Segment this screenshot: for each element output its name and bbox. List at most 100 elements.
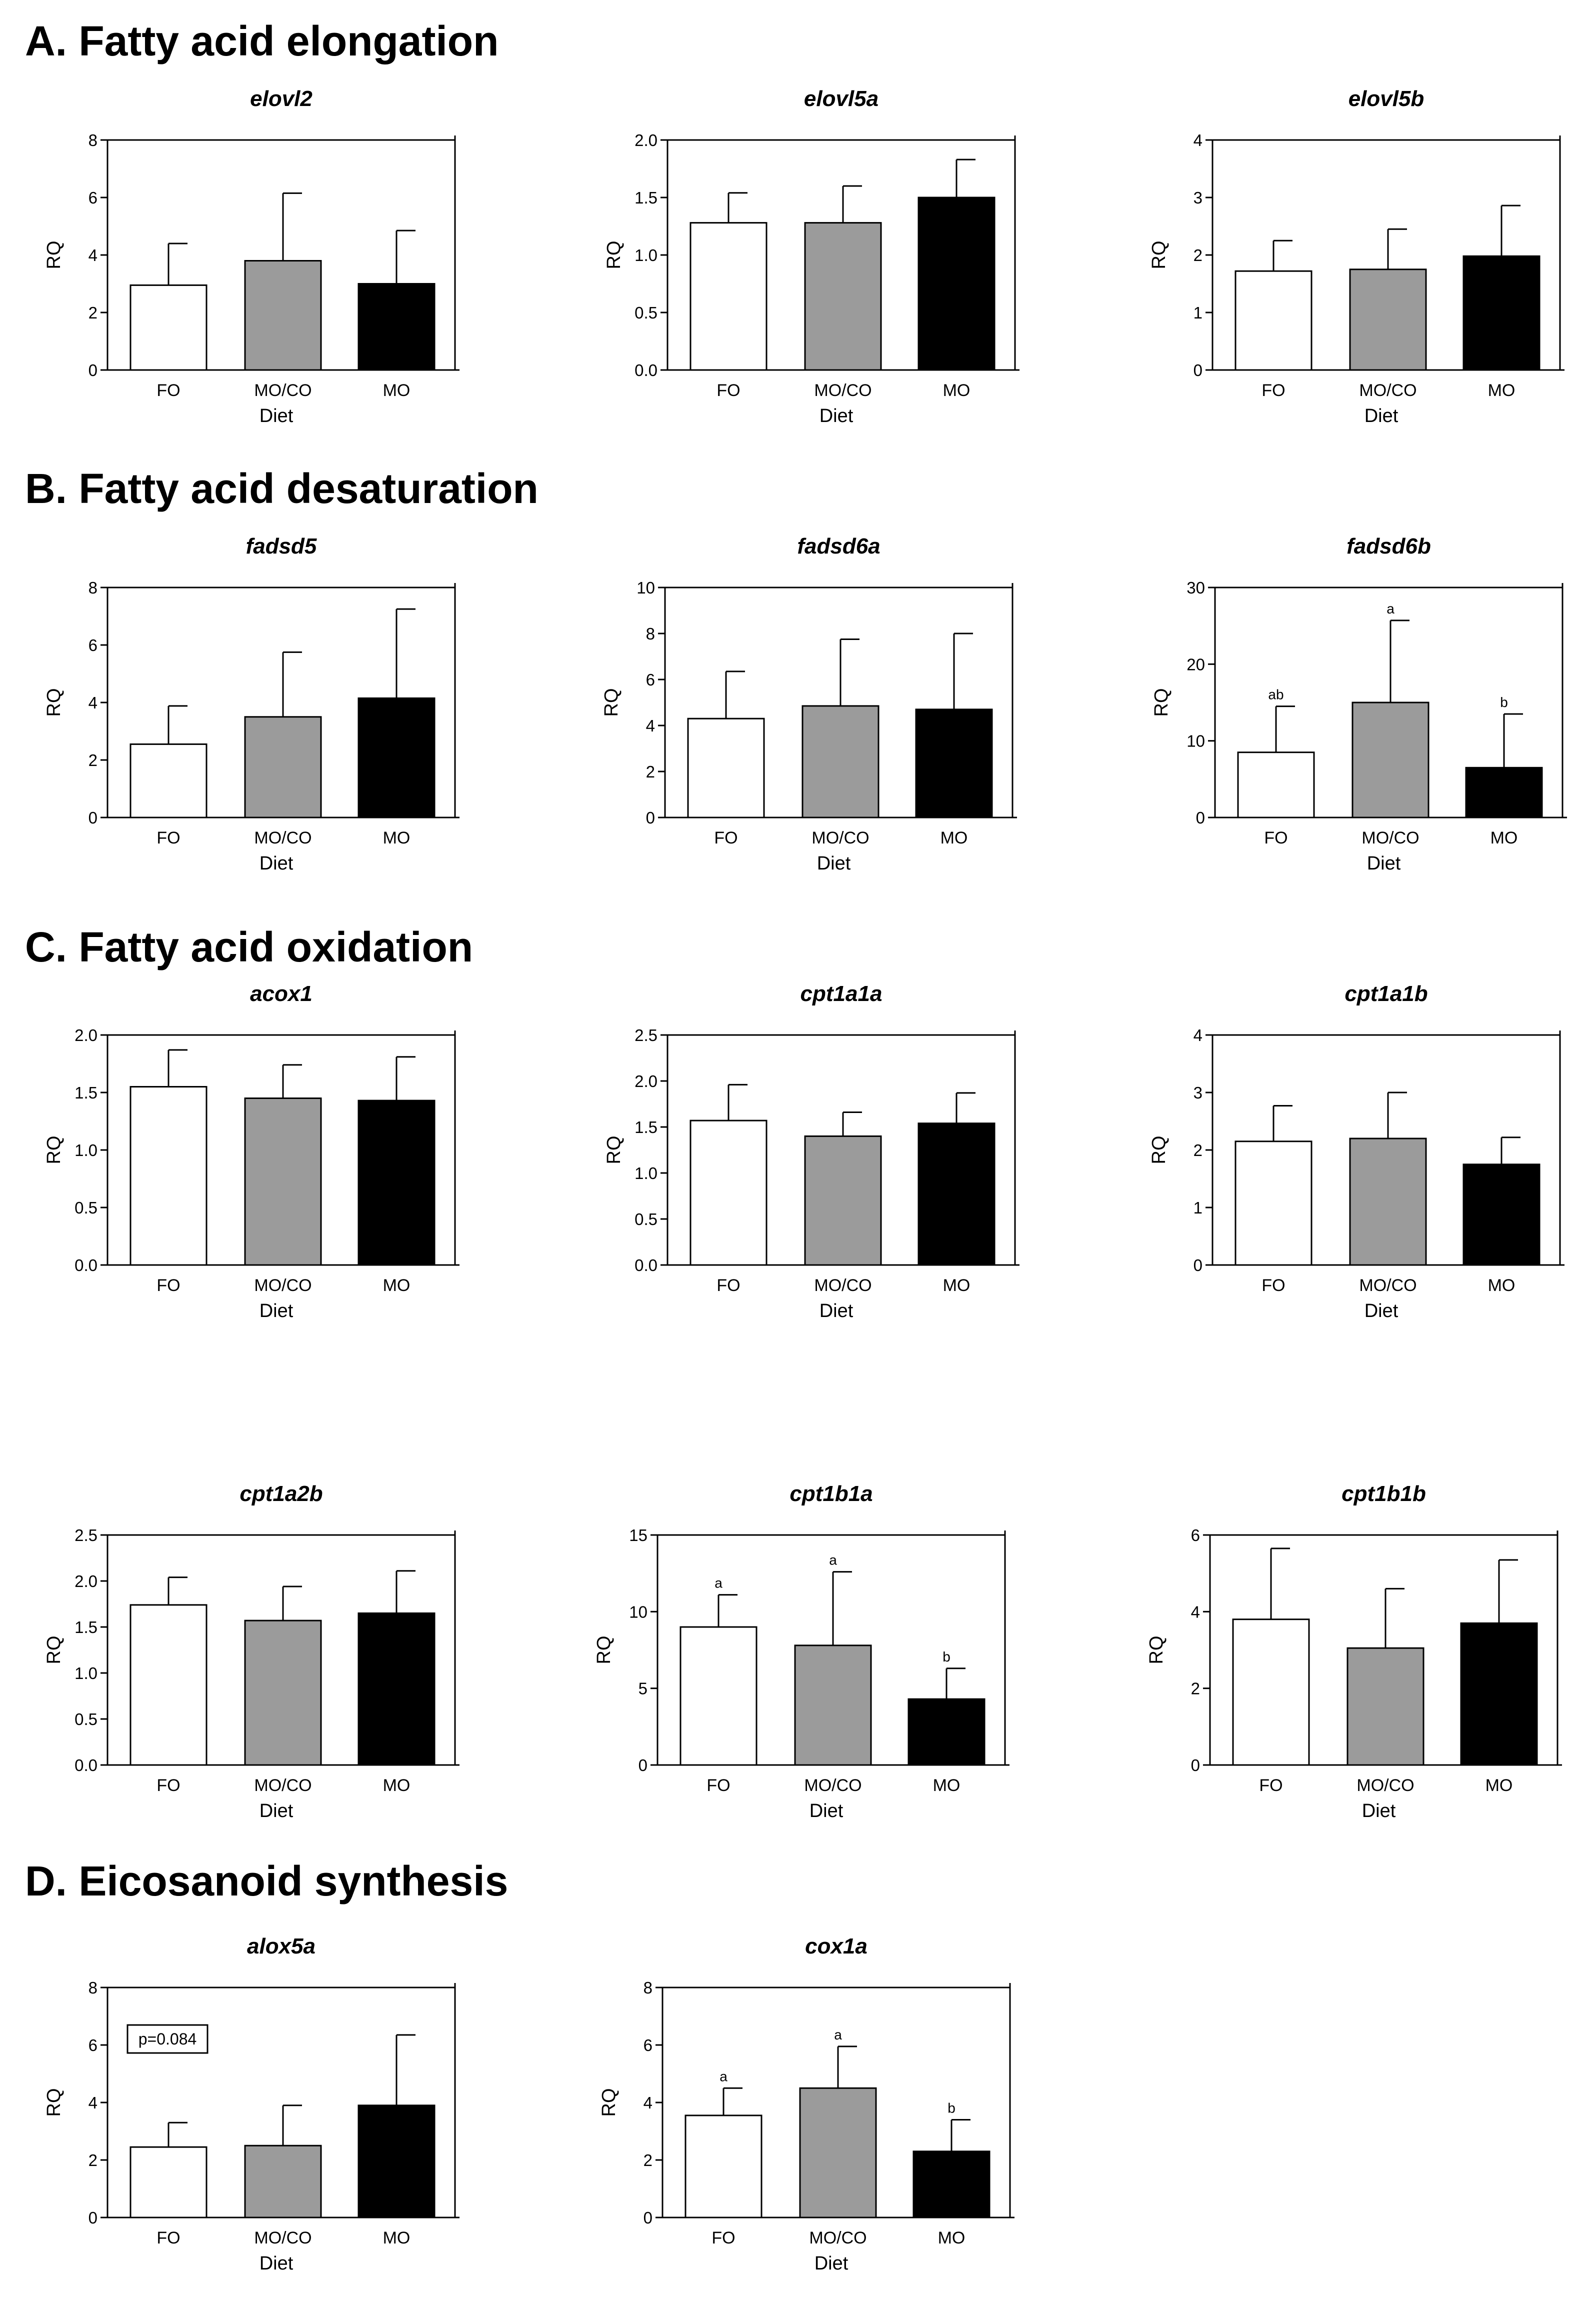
bar-FO xyxy=(130,284,208,371)
y-tick-label: 0 xyxy=(88,2208,98,2227)
y-tick-label: 1.0 xyxy=(74,1664,98,1682)
x-tick-label: MO/CO xyxy=(254,381,312,400)
x-axis-label: Diet xyxy=(820,406,854,426)
y-tick-label: 2.0 xyxy=(634,1072,658,1090)
y-tick-label: 8 xyxy=(88,1978,98,1997)
y-tick-label: 0.0 xyxy=(74,1256,98,1274)
y-tick-label: 1.5 xyxy=(74,1084,98,1102)
y-tick-label: 0 xyxy=(1194,361,1202,380)
x-tick-label: FO xyxy=(156,1776,180,1795)
bar-FO xyxy=(130,2146,208,2218)
y-tick-label: 0.5 xyxy=(634,304,658,322)
y-tick-label: 2.0 xyxy=(74,1572,98,1590)
chart-title: cox1a xyxy=(805,1934,868,1958)
significance-letter: a xyxy=(720,2068,728,2084)
bar-MO/CO xyxy=(244,1098,322,1266)
p-value-annotation: p=0.084 xyxy=(138,2030,197,2048)
x-tick-label: MO/CO xyxy=(809,2228,866,2248)
significance-letter: a xyxy=(1386,601,1394,616)
x-tick-label: MO/CO xyxy=(812,828,869,848)
y-tick-label: 4 xyxy=(1194,131,1202,150)
bar-MO/CO xyxy=(799,2087,877,2218)
x-tick-label: MO xyxy=(943,381,970,400)
bar-MO xyxy=(918,196,996,371)
bar-MO/CO xyxy=(1352,702,1430,818)
y-axis-label: RQ xyxy=(44,241,64,270)
y-tick-label: 6 xyxy=(88,2036,98,2054)
y-tick-label: 1.0 xyxy=(634,246,658,264)
x-axis-label: Diet xyxy=(814,2253,848,2274)
x-tick-label: MO/CO xyxy=(1362,828,1419,848)
x-tick-label: MO xyxy=(943,1276,970,1295)
y-tick-label: 1.5 xyxy=(634,188,658,207)
y-axis-label: RQ xyxy=(1148,241,1170,270)
x-axis-label: Diet xyxy=(260,406,294,426)
y-tick-label: 0 xyxy=(1194,1256,1202,1274)
x-tick-label: MO/CO xyxy=(254,2228,312,2248)
bar-FO xyxy=(687,718,765,818)
y-tick-label: 2 xyxy=(644,2151,652,2170)
x-tick-label: MO/CO xyxy=(814,381,872,400)
y-tick-label: 4 xyxy=(88,2094,98,2112)
y-tick-label: 6 xyxy=(1191,1526,1200,1544)
x-tick-label: MO xyxy=(938,2228,966,2248)
x-tick-label: FO xyxy=(716,1276,740,1295)
x-tick-label: FO xyxy=(156,828,180,848)
y-tick-label: 4 xyxy=(1194,1026,1202,1044)
x-tick-label: FO xyxy=(712,2228,735,2248)
y-tick-label: 2 xyxy=(1194,246,1202,264)
y-tick-label: 0.0 xyxy=(634,361,658,380)
bar-MO/CO xyxy=(804,222,882,371)
bar-MO xyxy=(358,1100,436,1266)
x-tick-label: MO xyxy=(383,2228,410,2248)
bar-MO/CO xyxy=(802,705,880,818)
chart-title: cpt1a2b xyxy=(240,1482,322,1506)
y-tick-label: 1.0 xyxy=(74,1141,98,1160)
section-title-fatty-acid-elongation: A. Fatty acid elongation xyxy=(25,18,499,64)
x-tick-label: MO xyxy=(1486,1776,1513,1795)
y-tick-label: 2.5 xyxy=(74,1526,98,1544)
y-tick-label: 1 xyxy=(1194,1198,1202,1217)
chart-cpt1b1a: cpt1b1a 0 5 10 15 RQ a FO a MO/CO b MO Diet xyxy=(594,1482,1010,1822)
x-tick-label: MO/CO xyxy=(1359,1276,1416,1295)
chart-cpt1b1b: cpt1b1b 0 2 4 6 RQ FO MO/CO MO Diet xyxy=(1146,1482,1562,1822)
bar-MO xyxy=(918,1122,996,1266)
y-tick-label: 2.0 xyxy=(634,131,658,150)
x-axis-label: Diet xyxy=(810,1800,844,1822)
x-tick-label: FO xyxy=(1264,828,1288,848)
bar-MO/CO xyxy=(244,2144,322,2218)
x-tick-label: FO xyxy=(716,381,740,400)
bar-MO/CO xyxy=(244,1620,322,1766)
chart-title: fadsd5 xyxy=(246,534,317,558)
x-axis-label: Diet xyxy=(260,1300,294,1322)
chart-fadsd6a: fadsd6a 0 2 4 6 8 10 RQ FO MO/CO MO Diet xyxy=(601,534,1017,874)
y-tick-label: 0 xyxy=(1191,1756,1200,1774)
y-tick-label: 0.5 xyxy=(74,1710,98,1728)
chart-cpt1a1a: cpt1a1a 0.0 0.5 1.0 1.5 2.0 2.5 RQ FO MO/CO MO Diet xyxy=(604,982,1020,1322)
bar-FO xyxy=(690,1120,768,1266)
significance-letter: a xyxy=(834,2027,842,2042)
y-tick-label: 1 xyxy=(1194,304,1202,322)
y-tick-label: 6 xyxy=(644,2036,652,2054)
y-tick-label: 8 xyxy=(644,1978,652,1997)
x-axis-label: Diet xyxy=(1362,1800,1396,1822)
significance-letter: b xyxy=(1500,694,1508,710)
x-tick-label: FO xyxy=(1262,1276,1285,1295)
x-tick-label: MO/CO xyxy=(1356,1776,1414,1795)
y-tick-label: 2 xyxy=(88,751,98,770)
bar-MO xyxy=(908,1698,986,1766)
y-tick-label: 4 xyxy=(646,716,655,735)
y-tick-label: 2 xyxy=(88,304,98,322)
y-tick-label: 2.0 xyxy=(74,1026,98,1044)
y-tick-label: 4 xyxy=(88,246,98,264)
y-tick-label: 5 xyxy=(638,1680,648,1698)
y-tick-label: 8 xyxy=(88,578,98,597)
x-tick-label: MO/CO xyxy=(254,1776,312,1795)
y-tick-label: 20 xyxy=(1186,655,1205,674)
y-tick-label: 0.0 xyxy=(634,1256,658,1274)
y-axis-label: RQ xyxy=(44,1136,64,1164)
y-axis-label: RQ xyxy=(1146,1636,1167,1664)
y-axis-label: RQ xyxy=(594,1636,614,1664)
significance-letter: b xyxy=(948,2100,956,2116)
bar-FO xyxy=(690,222,768,371)
